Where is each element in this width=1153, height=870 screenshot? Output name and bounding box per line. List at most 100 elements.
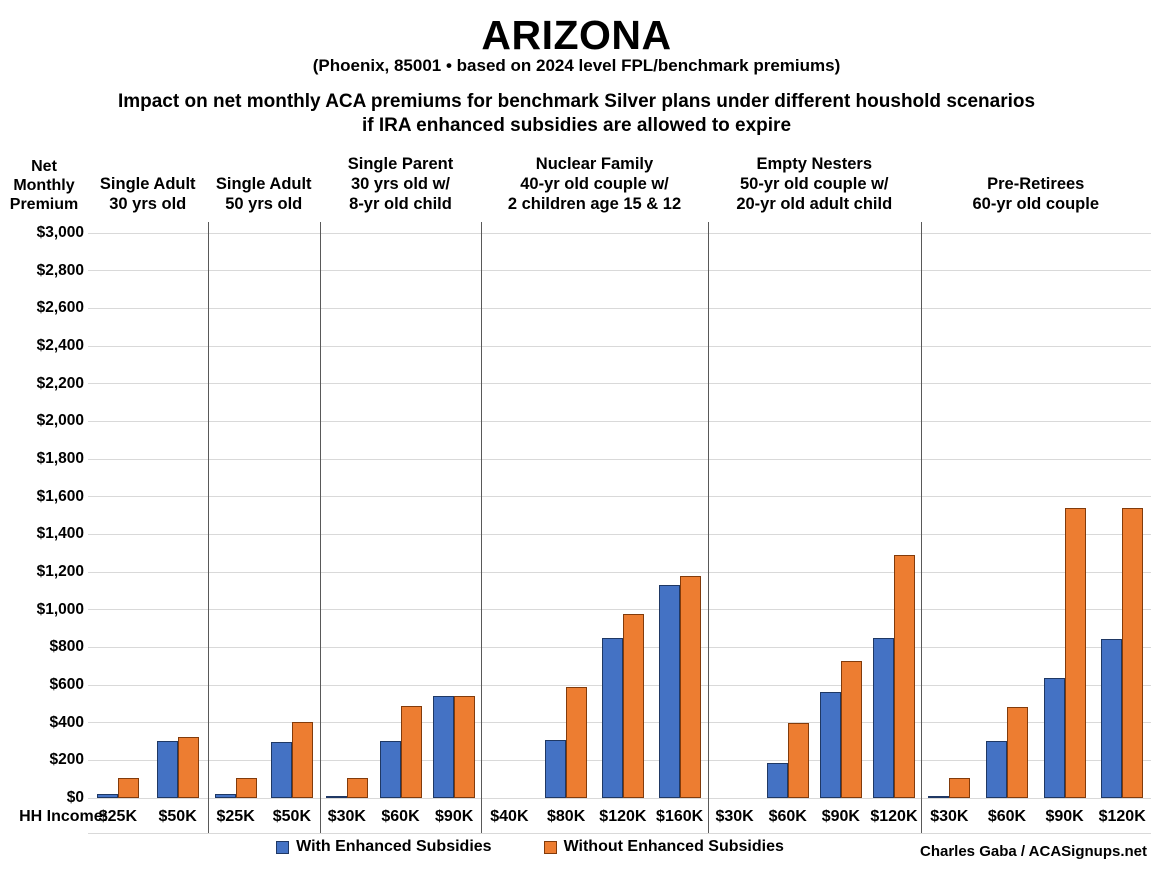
category-label: $30K: [327, 808, 366, 825]
bar-with-enhanced-subsidies: [545, 740, 567, 798]
bar-with-enhanced-subsidies: [379, 741, 401, 798]
bar-with-enhanced-subsidies: [156, 741, 178, 798]
bar-without-enhanced-subsidies: [787, 723, 809, 798]
category-label: $25K: [98, 808, 137, 825]
category-label: $120K: [870, 808, 918, 825]
y-tick-label: $1,600: [36, 487, 84, 505]
category-label: $40K: [490, 808, 529, 825]
bar-with-enhanced-subsidies: [433, 696, 455, 798]
category-label: $120K: [599, 808, 647, 825]
with-enhanced-swatch-icon: [276, 840, 290, 854]
y-tick-label: $1,400: [36, 525, 84, 543]
bar-without-enhanced-subsidies: [1006, 707, 1028, 798]
legend-item-with-enhanced: With Enhanced Subsidies: [276, 838, 492, 856]
group-header: Pre-Retirees 60-yr old couple: [972, 175, 1100, 213]
bar-with-enhanced-subsidies: [1101, 639, 1123, 798]
chart-subtitle: (Phoenix, 85001 • based on 2024 level FP…: [312, 56, 841, 75]
bar-without-enhanced-subsidies: [679, 576, 701, 798]
group-separator: [207, 222, 209, 833]
bar-with-enhanced-subsidies: [928, 796, 950, 798]
bar-without-enhanced-subsidies: [346, 778, 368, 798]
bar-without-enhanced-subsidies: [840, 661, 862, 798]
gridline: [88, 533, 1151, 535]
group-header: Nuclear Family 40-yr old couple w/ 2 chi…: [507, 155, 682, 213]
bar-with-enhanced-subsidies: [658, 585, 680, 798]
gridline: [88, 232, 1151, 234]
bar-with-enhanced-subsidies: [766, 763, 788, 798]
legend-label: With Enhanced Subsidies: [296, 838, 492, 855]
gridline: [88, 609, 1151, 611]
gridline: [88, 307, 1151, 309]
category-label: $60K: [987, 808, 1027, 825]
y-tick-label: $2,600: [36, 299, 84, 317]
category-label: $90K: [821, 808, 860, 825]
bar-with-enhanced-subsidies: [1043, 678, 1065, 798]
group-header: Single Adult 50 yrs old: [215, 175, 312, 213]
group-header: Single Adult 30 yrs old: [99, 175, 196, 213]
bar-without-enhanced-subsidies: [454, 696, 476, 798]
bar-with-enhanced-subsidies: [819, 692, 841, 798]
bar-without-enhanced-subsidies: [622, 614, 644, 798]
group-separator: [920, 222, 922, 833]
y-tick-label: $400: [49, 713, 84, 731]
gridline: [88, 345, 1151, 347]
bar-without-enhanced-subsidies: [566, 687, 588, 798]
legend-label: Without Enhanced Subsidies: [563, 838, 784, 855]
y-tick-label: $2,200: [36, 374, 84, 392]
group-separator: [708, 222, 709, 833]
bar-with-enhanced-subsidies: [985, 741, 1007, 798]
legend-item-without-enhanced: Without Enhanced Subsidies: [543, 838, 784, 856]
category-label: $80K: [547, 808, 586, 825]
category-label: $120K: [1098, 808, 1146, 825]
attribution-credit: Charles Gaba / ACASignups.net: [920, 843, 1147, 860]
bar-without-enhanced-subsidies: [1122, 508, 1144, 798]
bar-with-enhanced-subsidies: [325, 796, 347, 798]
y-tick-label: $1,000: [36, 600, 84, 618]
y-axis-title: Net Monthly Premium: [9, 158, 79, 213]
y-tick-label: $1,200: [36, 563, 84, 580]
gridline: [88, 420, 1151, 422]
without-enhanced-swatch-icon: [543, 840, 557, 854]
category-label: $30K: [930, 808, 969, 825]
axis-bottom-rule: [88, 833, 1151, 834]
category-label: $160K: [656, 808, 704, 825]
y-tick-label: $3,000: [36, 224, 84, 241]
y-tick-label: $1,800: [36, 450, 84, 467]
gridline: [88, 797, 1151, 799]
category-label: $60K: [768, 808, 807, 825]
chart-title: ARIZONA: [481, 12, 672, 58]
bar-with-enhanced-subsidies: [872, 638, 894, 798]
y-tick-label: $2,000: [36, 412, 84, 430]
bar-with-enhanced-subsidies: [96, 794, 118, 798]
group-separator: [481, 222, 482, 833]
category-label: $50K: [272, 808, 311, 825]
gridline: [88, 270, 1151, 272]
group-separator: [320, 222, 321, 833]
bar-without-enhanced-subsidies: [235, 778, 257, 798]
bar-without-enhanced-subsidies: [400, 706, 422, 798]
category-label: $90K: [1045, 808, 1084, 825]
bar-with-enhanced-subsidies: [270, 742, 292, 798]
y-tick-label: $200: [49, 751, 84, 769]
y-tick-label: $2,400: [36, 337, 84, 354]
bar-without-enhanced-subsidies: [177, 737, 199, 798]
bar-without-enhanced-subsidies: [117, 778, 139, 798]
bar-with-enhanced-subsidies: [214, 794, 236, 798]
chart-legend: With Enhanced Subsidies Without Enhanced…: [0, 838, 1060, 856]
bar-without-enhanced-subsidies: [949, 778, 971, 798]
group-header: Single Parent 30 yrs old w/ 8-yr old chi…: [347, 155, 454, 213]
chart-heading: Impact on net monthly ACA premiums for b…: [117, 91, 1036, 136]
gridline: [88, 496, 1151, 498]
bar-without-enhanced-subsidies: [291, 722, 313, 798]
category-label: $90K: [435, 808, 474, 825]
category-label: $25K: [216, 808, 255, 825]
y-tick-label: $2,800: [36, 261, 84, 279]
group-header: Empty Nesters 50-yr old couple w/ 20-yr …: [736, 155, 893, 213]
bar-with-enhanced-subsidies: [601, 638, 623, 798]
bar-without-enhanced-subsidies: [893, 555, 915, 798]
category-label: $50K: [158, 808, 197, 825]
gridline: [88, 458, 1151, 460]
gridline: [88, 571, 1151, 573]
y-tick-label: $800: [49, 638, 84, 656]
